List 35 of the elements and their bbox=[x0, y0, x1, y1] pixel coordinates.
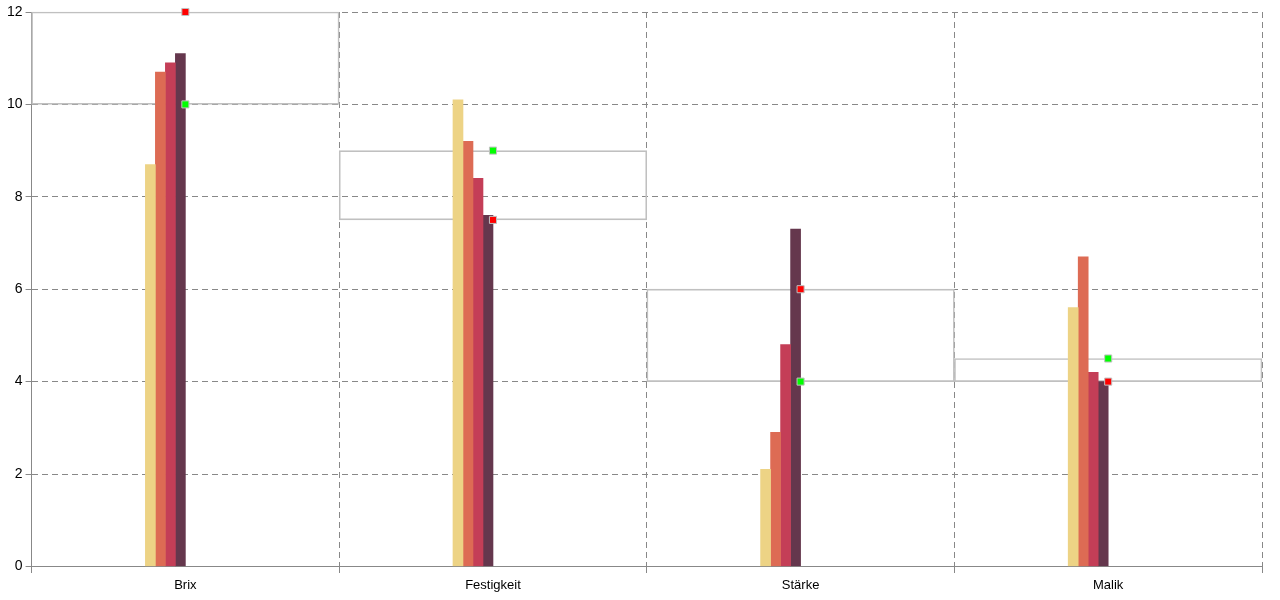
y-tick-label: 2 bbox=[14, 464, 23, 481]
bar bbox=[452, 99, 464, 567]
bar bbox=[482, 214, 494, 567]
bar bbox=[155, 71, 166, 567]
y-tick-label: 8 bbox=[14, 187, 23, 204]
bar bbox=[472, 177, 484, 567]
x-tick-label: Stärke bbox=[781, 576, 820, 592]
y-tick-label: 6 bbox=[14, 280, 23, 297]
x-tick-label: Brix bbox=[174, 576, 198, 592]
point bbox=[1104, 377, 1113, 386]
point bbox=[488, 215, 498, 224]
point bbox=[181, 100, 190, 109]
x-tick-label: Malik bbox=[1093, 576, 1124, 592]
bar bbox=[1067, 307, 1079, 567]
bar bbox=[790, 228, 801, 567]
y-tick-label: 0 bbox=[14, 557, 23, 574]
bar bbox=[165, 62, 176, 567]
bar bbox=[780, 344, 791, 567]
point bbox=[488, 146, 498, 155]
y-tick-label: 10 bbox=[6, 95, 23, 112]
point bbox=[796, 285, 805, 294]
bar bbox=[1097, 381, 1109, 567]
bar bbox=[1087, 372, 1099, 567]
bar bbox=[145, 164, 156, 567]
x-tick-label: Festigkeit bbox=[465, 576, 522, 592]
bar bbox=[175, 53, 186, 567]
bar bbox=[462, 141, 474, 567]
bar bbox=[760, 469, 771, 567]
y-tick-label: 4 bbox=[14, 372, 23, 389]
point bbox=[181, 7, 190, 17]
y-tick-label: 12 bbox=[6, 2, 23, 19]
point bbox=[1104, 354, 1113, 363]
bar bbox=[770, 432, 781, 567]
point bbox=[796, 377, 805, 386]
bar bbox=[1077, 256, 1089, 567]
